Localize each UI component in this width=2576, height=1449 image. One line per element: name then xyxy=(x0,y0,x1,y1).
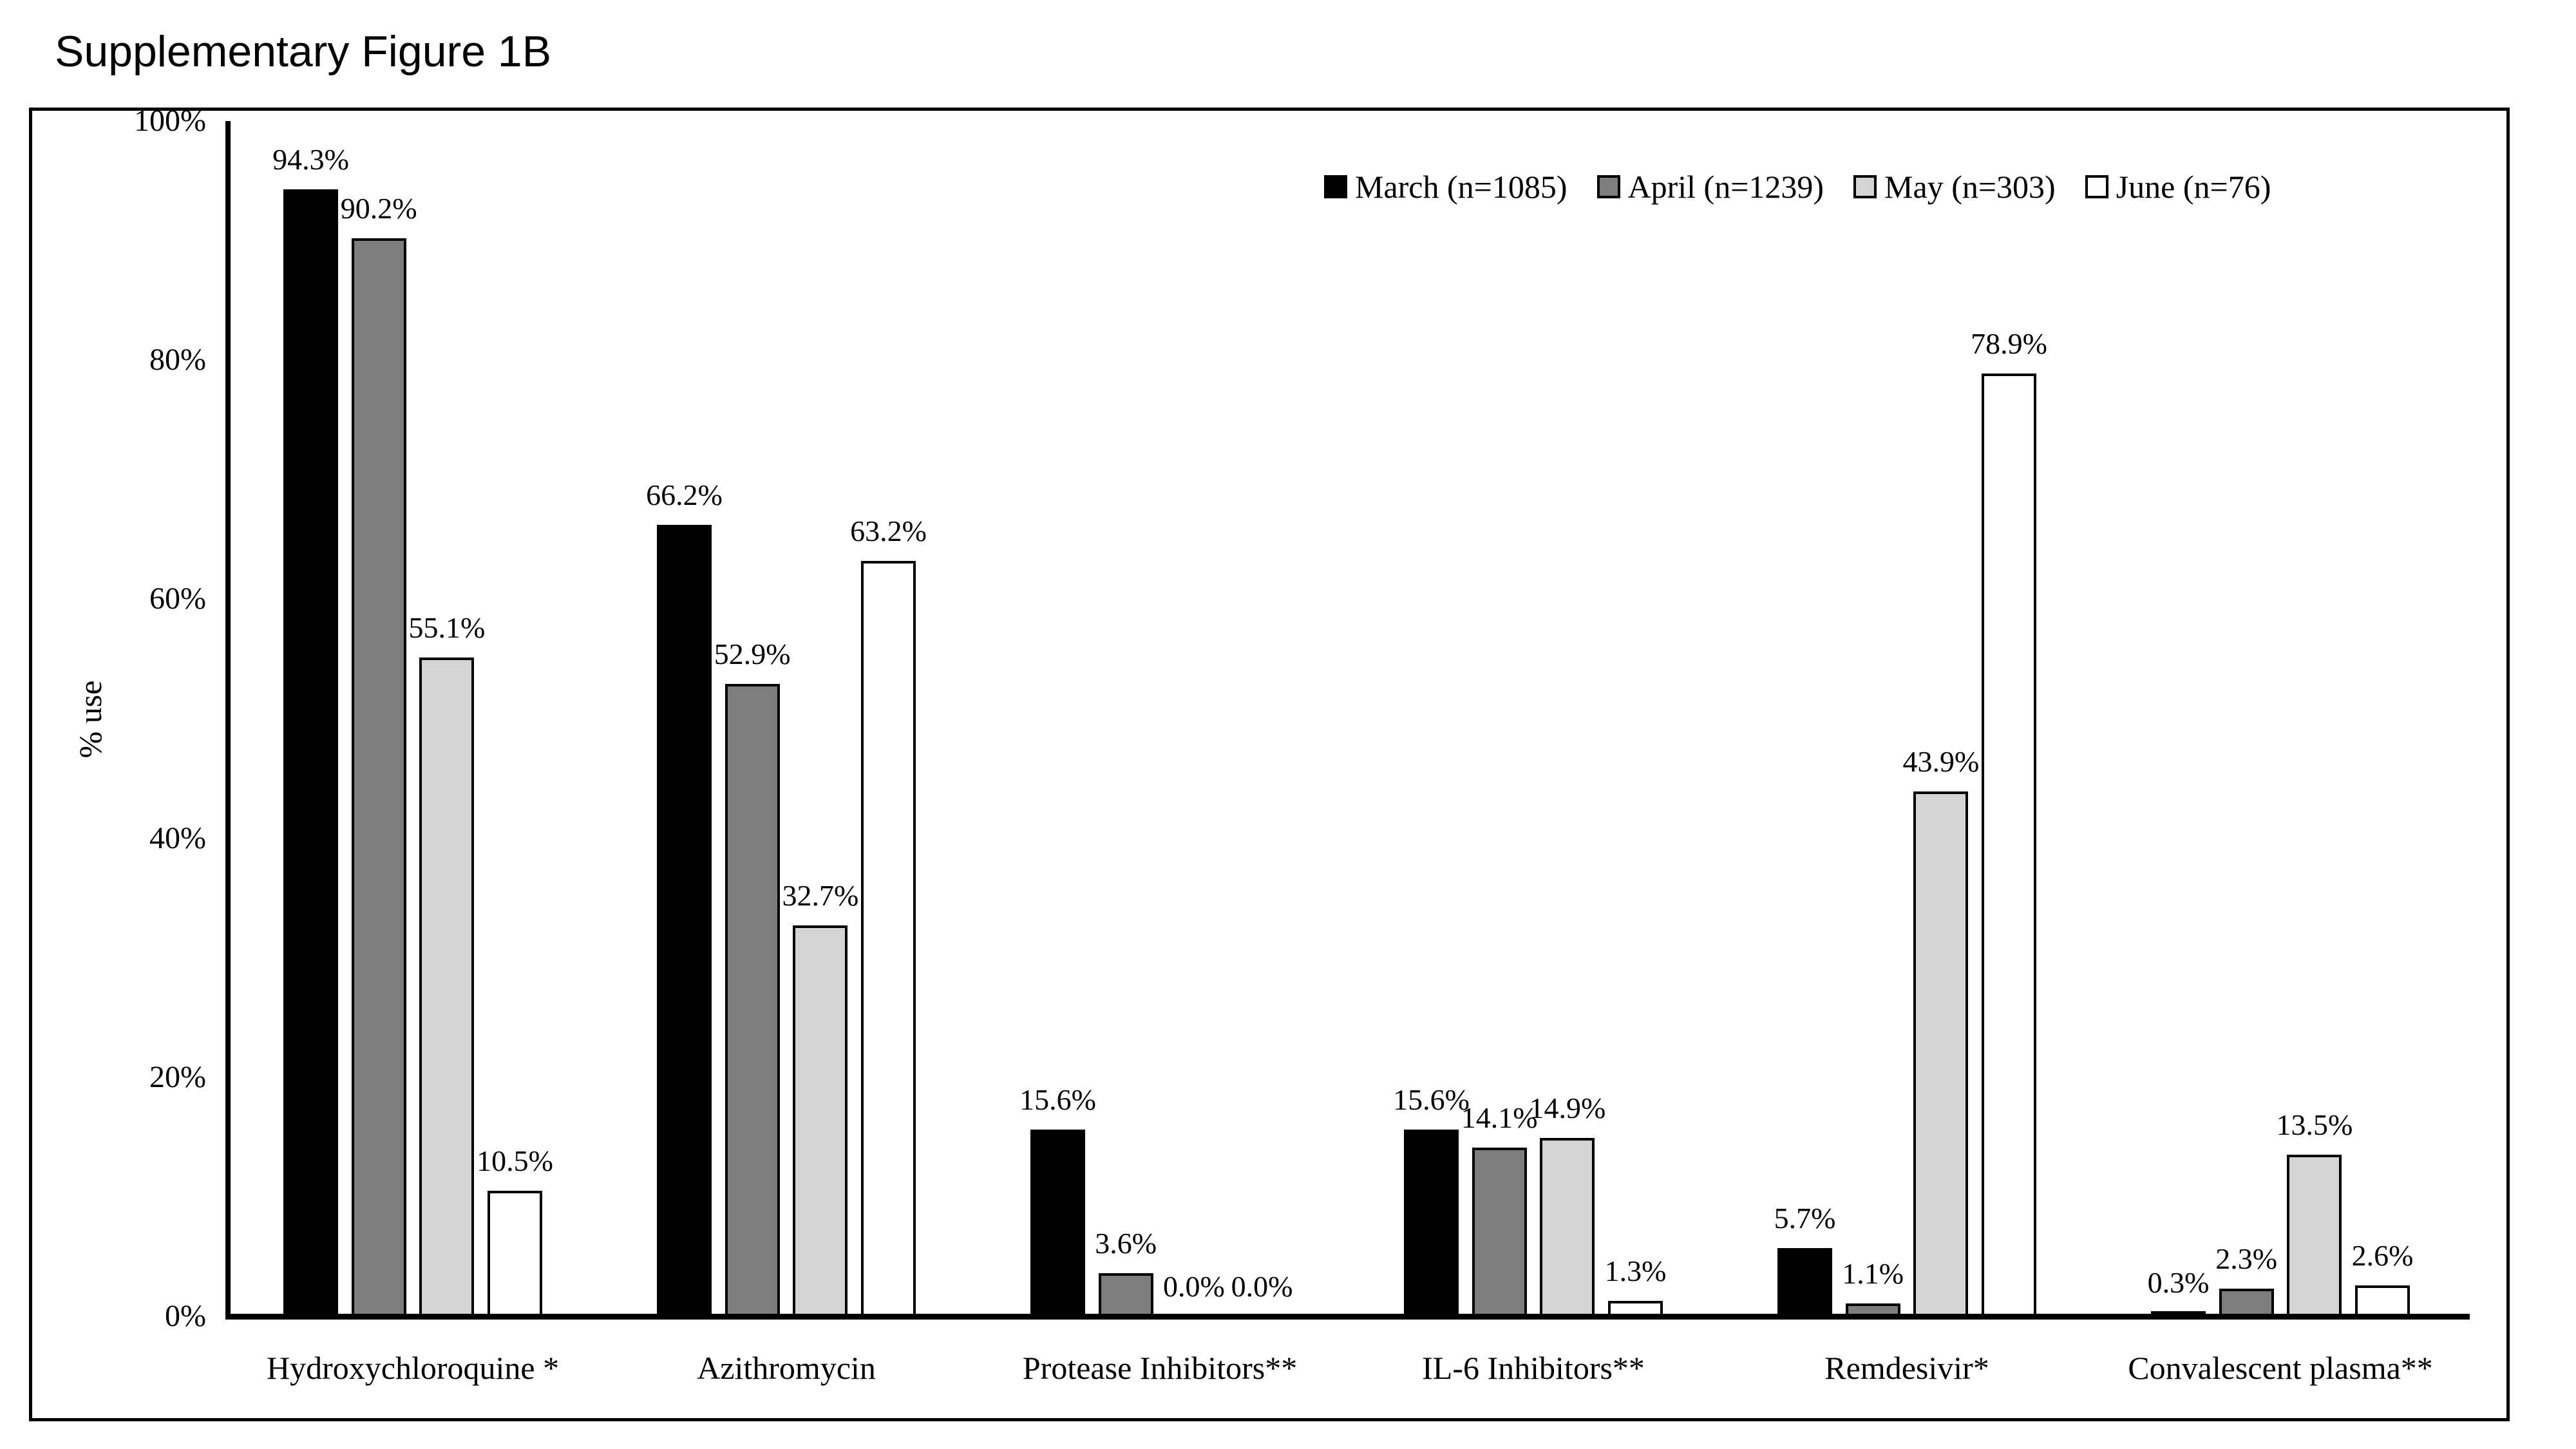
bar-value-label-may-il-6-inhibitors: 14.9% xyxy=(1529,1092,1606,1124)
bar-value-label-june-il-6-inhibitors: 1.3% xyxy=(1604,1255,1667,1287)
bar-value-label-march-il-6-inhibitors: 15.6% xyxy=(1393,1083,1470,1116)
legend-swatch-icon-june xyxy=(2085,175,2108,198)
bar-march-remdesivir xyxy=(1777,1248,1832,1316)
bar-value-label-march-convalescent-plasma: 0.3% xyxy=(2147,1266,2210,1299)
bar-value-label-april-convalescent-plasma: 2.3% xyxy=(2215,1242,2278,1275)
bar-may-remdesivir xyxy=(1913,791,1969,1316)
bar-value-label-june-protease-inhibitors: 0.0% xyxy=(1231,1270,1293,1303)
legend-swatch-icon-april xyxy=(1596,175,1620,198)
bar-value-label-march-protease-inhibitors: 15.6% xyxy=(1019,1083,1096,1116)
legend-label-march: March (n=1085) xyxy=(1355,169,1567,205)
bar-june-azithromycin xyxy=(861,561,916,1316)
y-tick-label-0: 0% xyxy=(165,1299,206,1333)
legend-swatch-icon-march xyxy=(1324,175,1347,198)
bar-may-azithromycin xyxy=(793,925,848,1316)
category-label-protease-inhibitors: Protease Inhibitors** xyxy=(1022,1350,1298,1386)
bar-june-il-6-inhibitors xyxy=(1608,1301,1663,1316)
legend: March (n=1085) April (n=1239) May (n=303) J… xyxy=(1324,167,2271,206)
bar-value-label-may-hydroxychloroquine: 55.1% xyxy=(408,611,486,644)
bar-march-hydroxychloroquine xyxy=(283,189,338,1316)
y-tick-label-20: 20% xyxy=(149,1059,206,1094)
x-axis-line xyxy=(225,1314,2470,1320)
bar-value-label-april-hydroxychloroquine: 90.2% xyxy=(340,192,417,225)
bar-april-protease-inhibitors xyxy=(1098,1273,1153,1316)
bar-value-label-may-remdesivir: 43.9% xyxy=(1902,745,1980,778)
bar-value-label-june-remdesivir: 78.9% xyxy=(1971,327,2047,360)
bar-june-convalescent-plasma xyxy=(2355,1285,2410,1316)
bar-value-label-may-convalescent-plasma: 13.5% xyxy=(2276,1108,2353,1141)
bar-april-il-6-inhibitors xyxy=(1472,1148,1527,1316)
legend-label-june: June (n=76) xyxy=(2116,169,2271,205)
bar-value-label-may-protease-inhibitors: 0.0% xyxy=(1162,1270,1225,1303)
bar-value-label-april-il-6-inhibitors: 14.1% xyxy=(1461,1101,1538,1134)
bar-march-il-6-inhibitors xyxy=(1404,1130,1459,1316)
y-axis-line xyxy=(225,121,231,1320)
bar-april-convalescent-plasma xyxy=(2219,1289,2274,1316)
legend-item-april: April (n=1239) xyxy=(1596,167,1824,206)
bar-april-remdesivir xyxy=(1845,1303,1900,1316)
bar-march-protease-inhibitors xyxy=(1030,1130,1085,1316)
bar-june-remdesivir xyxy=(1982,374,2037,1316)
legend-item-june: June (n=76) xyxy=(2085,167,2271,206)
bar-value-label-april-protease-inhibitors: 3.6% xyxy=(1095,1227,1157,1260)
legend-swatch-icon-may xyxy=(1853,175,1877,198)
legend-label-may: May (n=303) xyxy=(1884,169,2056,205)
legend-item-may: May (n=303) xyxy=(1853,167,2056,206)
bar-value-label-april-remdesivir: 1.1% xyxy=(1842,1257,1904,1290)
bar-value-label-march-hydroxychloroquine: 94.3% xyxy=(272,143,349,176)
bar-value-label-june-hydroxychloroquine: 10.5% xyxy=(477,1144,553,1177)
y-tick-label-60: 60% xyxy=(149,582,206,616)
figure-title: Supplementary Figure 1B xyxy=(55,27,552,76)
category-label-hydroxychloroquine: Hydroxychloroquine * xyxy=(267,1350,560,1386)
bar-june-hydroxychloroquine xyxy=(488,1191,543,1316)
category-label-il-6-inhibitors: IL-6 Inhibitors** xyxy=(1422,1350,1645,1386)
y-tick-label-40: 40% xyxy=(149,820,206,855)
legend-item-march: March (n=1085) xyxy=(1324,167,1567,206)
bar-april-azithromycin xyxy=(724,684,780,1316)
bar-value-label-march-azithromycin: 66.2% xyxy=(646,478,723,511)
category-label-convalescent-plasma: Convalescent plasma** xyxy=(2128,1350,2433,1386)
y-tick-label-80: 80% xyxy=(149,343,206,377)
bar-march-convalescent-plasma xyxy=(2151,1311,2206,1316)
y-tick-label-100: 100% xyxy=(134,104,206,138)
bar-value-label-june-azithromycin: 63.2% xyxy=(850,515,927,547)
category-label-remdesivir: Remdesivir* xyxy=(1824,1350,1989,1386)
bar-may-il-6-inhibitors xyxy=(1540,1138,1595,1316)
y-axis-title: % use xyxy=(72,680,108,759)
bar-value-label-june-convalescent-plasma: 2.6% xyxy=(2351,1239,2414,1272)
legend-label-april: April (n=1239) xyxy=(1627,169,1824,205)
bar-may-convalescent-plasma xyxy=(2287,1155,2342,1316)
bar-april-hydroxychloroquine xyxy=(351,238,406,1316)
bar-value-label-april-azithromycin: 52.9% xyxy=(714,638,791,670)
plot-area: 94.3% 66.2% 15.6% 15.6% 5.7% 0.3% 90.2% 52.9% 3.… xyxy=(225,121,2470,1316)
bar-value-label-may-azithromycin: 32.7% xyxy=(782,879,859,912)
bar-value-label-march-remdesivir: 5.7% xyxy=(1774,1202,1836,1235)
bar-may-hydroxychloroquine xyxy=(419,658,475,1316)
bar-march-azithromycin xyxy=(657,525,712,1316)
category-label-azithromycin: Azithromycin xyxy=(697,1350,876,1386)
